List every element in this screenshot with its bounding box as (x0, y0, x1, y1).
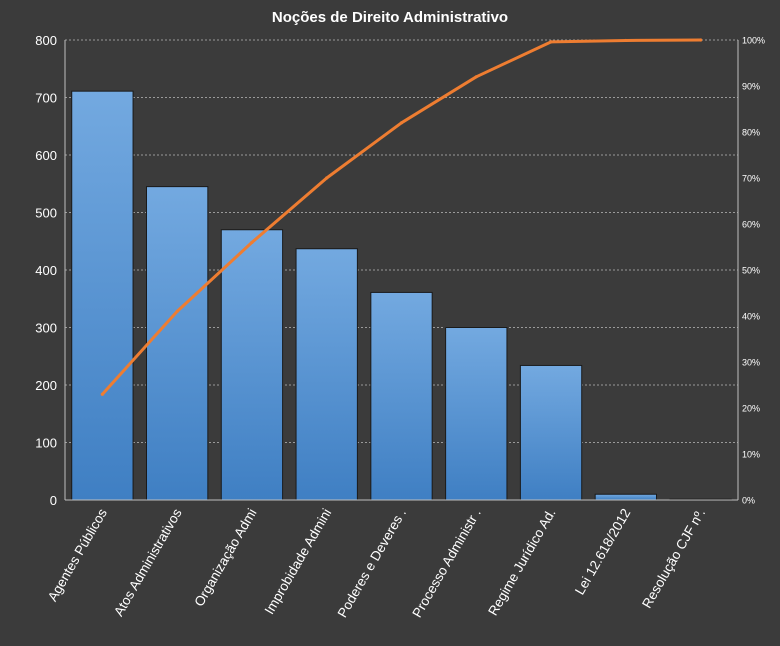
y2-tick-label: 80% (742, 128, 760, 138)
x-tick-label: Poderes e Deveres . (335, 506, 410, 620)
x-tick-label: Processo Administr . (409, 506, 484, 620)
bar (445, 327, 508, 501)
bar (146, 186, 209, 501)
cumulative-point (325, 176, 329, 180)
bar (71, 90, 134, 501)
bar (519, 364, 583, 501)
bar (295, 248, 358, 501)
y-tick-label: 0 (50, 493, 57, 508)
y-tick-label: 800 (35, 33, 57, 48)
y-tick-label: 300 (35, 321, 57, 336)
chart-title: Noções de Direito Administrativo (272, 9, 508, 26)
y2-tick-label: 40% (742, 312, 760, 322)
cumulative-point (699, 38, 703, 42)
cumulative-point (474, 75, 478, 79)
y-tick-label: 200 (35, 378, 57, 393)
x-tick-label: Regime Jurídico Ad. (485, 506, 558, 618)
y-tick-label: 500 (35, 206, 57, 221)
y2-tick-label: 10% (742, 450, 760, 460)
cumulative-point (624, 38, 628, 43)
x-tick-label: Resolução CJF nº. (639, 506, 708, 611)
y2-tick-label: 90% (742, 82, 760, 92)
x-tick-label: Improbidade Admini (262, 506, 335, 617)
y2-tick-label: 100% (742, 36, 765, 46)
x-tick-label: Organização Admi (191, 506, 259, 609)
y2-tick-label: 60% (742, 220, 760, 230)
y-tick-label: 600 (35, 148, 57, 163)
y-tick-label: 100 (35, 436, 57, 451)
y2-tick-label: 20% (742, 404, 760, 414)
cumulative-point (175, 309, 179, 313)
cumulative-point (549, 40, 553, 44)
y-tick-label: 700 (35, 91, 57, 106)
y-tick-label: 400 (35, 263, 57, 278)
cumulative-point (399, 121, 404, 125)
cumulative-point (250, 240, 254, 244)
y2-tick-label: 0% (742, 496, 755, 506)
y2-tick-label: 50% (742, 266, 760, 276)
bar (220, 229, 284, 501)
cumulative-point (100, 392, 104, 396)
cumulative-line-layer (100, 38, 703, 396)
x-tick-label: Agentes Públicos (45, 506, 110, 604)
bar (594, 493, 657, 501)
x-tick-label: Atos Administrativos (111, 506, 185, 619)
x-tick-label: Lei 12.618/2012 (572, 506, 633, 597)
bar (370, 291, 433, 501)
bars-layer (71, 90, 732, 501)
y2-tick-label: 70% (742, 174, 760, 184)
y2-tick-label: 30% (742, 358, 760, 368)
